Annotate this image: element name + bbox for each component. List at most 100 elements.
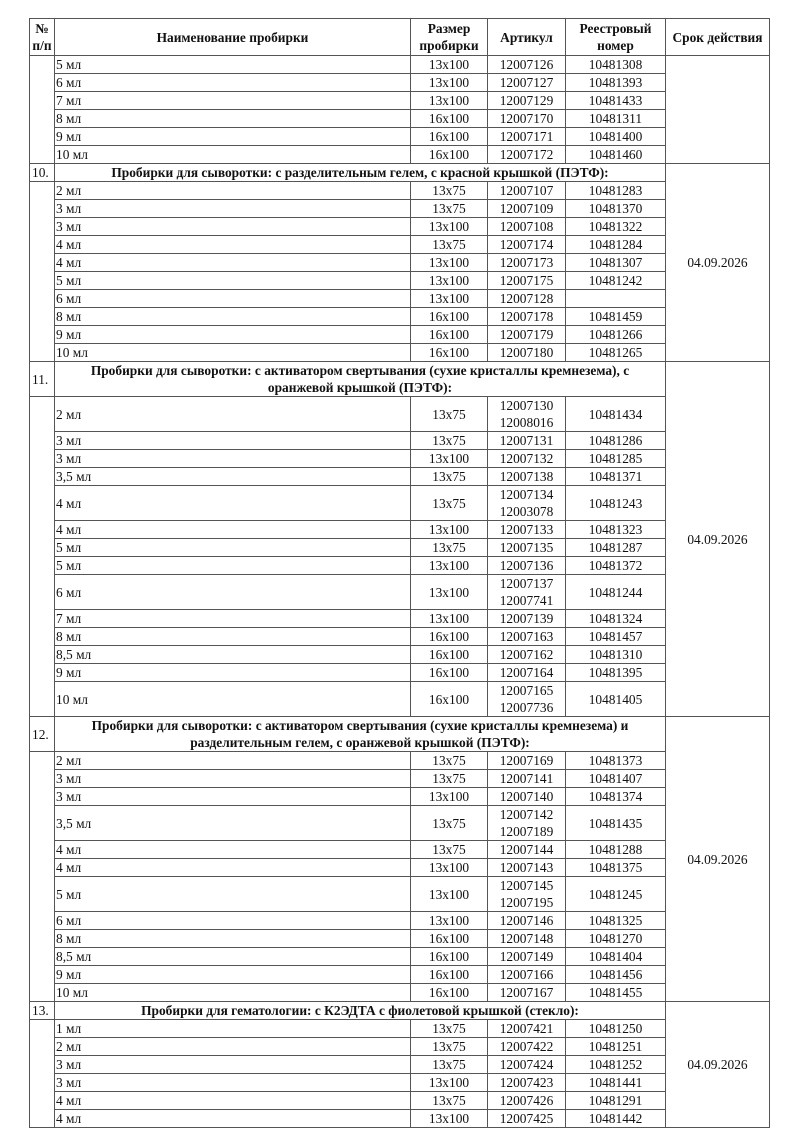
table-row: 8 мл 16x100 12007178 10481459: [30, 307, 770, 326]
table-row: 8 мл 16x100 12007163 10481457: [30, 627, 770, 646]
table-row: 7 мл 13x100 12007139 10481324: [30, 609, 770, 628]
header-registry: Реестровый номер: [565, 18, 666, 56]
tube-name: 2 мл: [54, 1037, 411, 1056]
table-row: 3 мл 13x100 12007108 10481322: [30, 217, 770, 236]
registry-number: 10481244: [565, 574, 666, 610]
tube-size: 13x75: [410, 467, 488, 486]
registry-number: 10481286: [565, 431, 666, 450]
group-number: 11.: [29, 361, 55, 397]
article-number: 12007108: [499, 219, 554, 234]
tube-name: 8,5 мл: [54, 947, 411, 966]
table-row: 6 мл 13x100 12007127 10481393: [30, 73, 770, 92]
article-cell: 12007137 12007741: [487, 574, 566, 610]
table-row: 9 мл 16x100 12007166 10481456: [30, 965, 770, 984]
tube-name: 9 мл: [54, 127, 411, 146]
article-number: 12007126: [499, 57, 554, 72]
tube-name: 10 мл: [54, 681, 411, 717]
article-number: 12007195: [499, 895, 554, 910]
registry-number: 10481270: [565, 929, 666, 948]
article-number: 12007163: [499, 629, 554, 644]
registry-number: 10481307: [565, 253, 666, 272]
article-cell: 12007127: [487, 73, 566, 92]
article-cell: 12007138: [487, 467, 566, 486]
article-number: 12007166: [499, 967, 554, 982]
tubes-table: № п/п Наименование пробирки Размер проби…: [29, 18, 770, 1128]
header-article: Артикул: [487, 18, 566, 56]
registry-number: 10481311: [565, 109, 666, 128]
tube-size: 16x100: [410, 965, 488, 984]
article-number: 12007172: [499, 147, 554, 162]
expiry-date: 04.09.2026: [665, 1001, 770, 1128]
tube-size: 16x100: [410, 681, 488, 717]
table-row: 8,5 мл 16x100 12007149 10481404: [30, 947, 770, 966]
tube-name: 5 мл: [54, 556, 411, 575]
registry-number: 10481460: [565, 145, 666, 164]
group-title: Пробирки для гематологии: с К2ЭДТА с фио…: [54, 1001, 666, 1020]
tube-size: 13x75: [410, 769, 488, 788]
table-row: 5 мл 13x100 12007145 12007195 10481245: [30, 876, 770, 912]
tube-size: 13x100: [410, 609, 488, 628]
group-number: 12.: [29, 716, 55, 752]
table-row: 4 мл 13x75 12007134 12003078 10481243: [30, 485, 770, 521]
registry-number: 10481288: [565, 840, 666, 859]
table-row: 1 мл 13x75 12007421 10481250: [29, 1019, 770, 1128]
table-header-row: № п/п Наименование пробирки Размер проби…: [29, 18, 770, 56]
article-cell: 12007143: [487, 858, 566, 877]
tube-name: 2 мл: [54, 181, 411, 200]
article-number: 12007141: [499, 771, 554, 786]
tube-size: 16x100: [410, 947, 488, 966]
table-row: 9 мл 16x100 12007171 10481400: [30, 127, 770, 146]
tube-size: 13x75: [410, 181, 488, 200]
article-cell: 12007148: [487, 929, 566, 948]
tube-name: 6 мл: [54, 73, 411, 92]
table-row: 3 мл 13x100 12007132 10481285: [30, 449, 770, 468]
header-size: Размер пробирки: [410, 18, 488, 56]
article-number: 12007144: [499, 842, 554, 857]
tube-name: 3 мл: [54, 1073, 411, 1092]
table-row: 2 мл 13x75 12007422 10481251: [30, 1037, 770, 1056]
tube-size: 13x100: [410, 858, 488, 877]
tube-size: 13x100: [410, 91, 488, 110]
tube-size: 16x100: [410, 645, 488, 664]
registry-number: 10481245: [565, 876, 666, 912]
group-title-row: 11. Пробирки для сыворотки: с активатором…: [29, 361, 770, 717]
registry-number: 10481435: [565, 805, 666, 841]
tube-size: 13x75: [410, 1019, 488, 1038]
article-number: 12007421: [499, 1021, 554, 1036]
article-cell: 12007135: [487, 538, 566, 557]
tube-name: 4 мл: [54, 858, 411, 877]
article-cell: 12007178: [487, 307, 566, 326]
registry-number: 10481374: [565, 787, 666, 806]
table-row: 8 мл 16x100 12007170 10481311: [30, 109, 770, 128]
tube-size: 16x100: [410, 663, 488, 682]
tube-size: 16x100: [410, 307, 488, 326]
article-cell: 12007126: [487, 55, 566, 74]
number-cell-empty: [29, 181, 55, 362]
tube-size: 16x100: [410, 343, 488, 362]
tube-name: 4 мл: [54, 1109, 411, 1128]
article-number: 12003078: [499, 504, 554, 519]
article-number: 12007178: [499, 309, 554, 324]
article-number: 12007148: [499, 931, 554, 946]
group-title-row: 10. Пробирки для сыворотки: с разделитель…: [29, 163, 770, 362]
article-number: 12007164: [499, 665, 554, 680]
table-row: 4 мл 13x100 12007133 10481323: [30, 520, 770, 539]
table-row: 3 мл 13x100 12007140 10481374: [30, 787, 770, 806]
article-cell: 12007175: [487, 271, 566, 290]
article-number: 12007175: [499, 273, 554, 288]
article-number: 12007165: [499, 683, 554, 698]
expiry-date: 04.09.2026: [665, 716, 770, 1002]
registry-number: 10481373: [565, 751, 666, 770]
article-number: 12007174: [499, 237, 554, 252]
tube-size: 13x75: [410, 235, 488, 254]
article-number: 12007131: [499, 433, 554, 448]
registry-number: 10481433: [565, 91, 666, 110]
tube-name: 8 мл: [54, 627, 411, 646]
article-cell: 12007422: [487, 1037, 566, 1056]
tube-size: 13x75: [410, 805, 488, 841]
registry-number: 10481457: [565, 627, 666, 646]
article-cell: 12007146: [487, 911, 566, 930]
tube-size: 13x100: [410, 217, 488, 236]
tube-name: 3 мл: [54, 1055, 411, 1074]
registry-number: 10481455: [565, 983, 666, 1002]
